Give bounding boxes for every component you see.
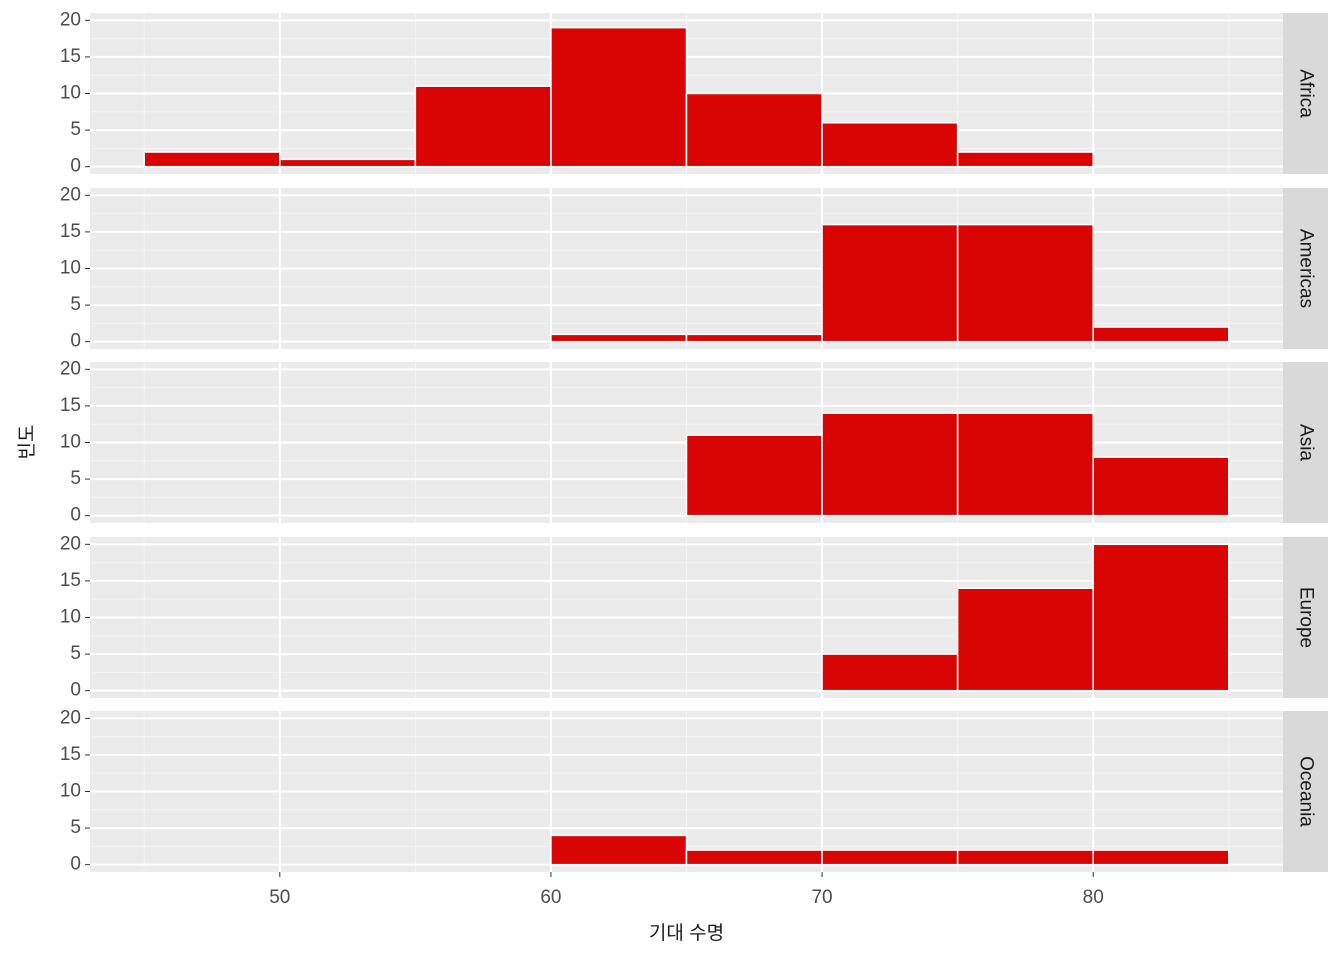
facet-label: Oceania: [1295, 756, 1316, 827]
bar: [956, 223, 1094, 343]
bar: [1092, 326, 1230, 343]
y-tick-label: 5: [70, 817, 81, 838]
strip-background: [1283, 13, 1328, 174]
y-tick-label: 20: [60, 707, 81, 728]
bar: [821, 412, 959, 517]
bar: [279, 158, 417, 168]
x-tick-label: 80: [1083, 887, 1104, 908]
strip-background: [1283, 537, 1328, 698]
y-tick-label: 5: [70, 468, 81, 489]
facet-label: Europe: [1295, 587, 1316, 648]
bar: [550, 333, 688, 343]
bar: [414, 85, 552, 168]
bar: [821, 653, 959, 692]
bar: [821, 223, 959, 343]
bar: [550, 26, 688, 168]
y-tick-label: 20: [60, 358, 81, 379]
y-tick-label: 10: [60, 83, 81, 104]
x-tick-label: 50: [269, 887, 290, 908]
y-tick-label: 10: [60, 607, 81, 628]
bar: [685, 333, 823, 343]
strip-background: [1283, 188, 1328, 349]
bar: [143, 151, 281, 168]
y-tick-label: 20: [60, 184, 81, 205]
bar: [1092, 456, 1230, 517]
y-tick-label: 10: [60, 781, 81, 802]
bar: [685, 849, 823, 866]
facet-label: Africa: [1295, 69, 1316, 118]
y-tick-label: 20: [60, 9, 81, 30]
bar: [685, 92, 823, 168]
y-tick-label: 0: [70, 505, 81, 526]
bar: [821, 122, 959, 168]
bar: [550, 834, 688, 866]
y-tick-label: 15: [60, 395, 81, 416]
facet-label: Americas: [1295, 229, 1316, 308]
y-tick-label: 0: [70, 156, 81, 177]
x-tick-label: 60: [540, 887, 561, 908]
bar: [956, 849, 1094, 866]
bar: [821, 849, 959, 866]
bar: [956, 412, 1094, 517]
facet-label: Asia: [1295, 424, 1316, 461]
bar: [956, 587, 1094, 692]
bar: [1092, 849, 1230, 866]
y-tick-label: 0: [70, 680, 81, 701]
x-axis-title: 기대 수명: [649, 922, 724, 944]
strip-background: [1283, 711, 1328, 872]
y-tick-label: 10: [60, 258, 81, 279]
y-tick-label: 0: [70, 854, 81, 875]
y-tick-label: 5: [70, 294, 81, 315]
bar: [1092, 543, 1230, 692]
y-tick-label: 15: [60, 46, 81, 67]
x-tick-label: 70: [811, 887, 832, 908]
y-axis-title: 빈도: [16, 425, 38, 460]
y-tick-label: 15: [60, 744, 81, 765]
strip-background: [1283, 362, 1328, 523]
bar: [685, 434, 823, 517]
y-tick-label: 5: [70, 119, 81, 140]
y-tick-label: 15: [60, 570, 81, 591]
y-tick-label: 0: [70, 331, 81, 352]
y-tick-label: 10: [60, 432, 81, 453]
y-tick-label: 5: [70, 643, 81, 664]
y-tick-label: 20: [60, 533, 81, 554]
y-tick-label: 15: [60, 221, 81, 242]
bar: [956, 151, 1094, 168]
